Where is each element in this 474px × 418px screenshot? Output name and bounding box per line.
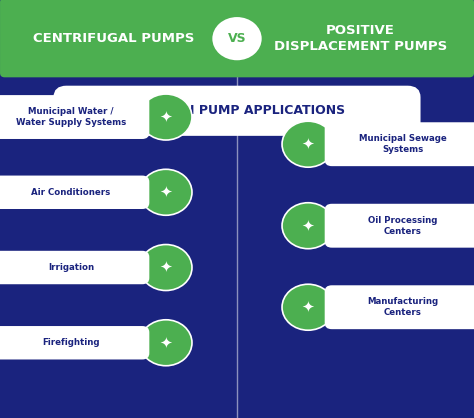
Text: Firefighting: Firefighting [42, 338, 100, 347]
Text: Oil Processing
Centers: Oil Processing Centers [368, 216, 438, 236]
Text: ✦: ✦ [302, 218, 314, 233]
Text: CENTRIFUGAL PUMPS: CENTRIFUGAL PUMPS [33, 32, 194, 45]
Circle shape [140, 169, 192, 215]
Text: ✦: ✦ [160, 185, 172, 200]
Text: VS: VS [228, 32, 246, 45]
FancyBboxPatch shape [0, 0, 474, 77]
Text: POSITIVE
DISPLACEMENT PUMPS: POSITIVE DISPLACEMENT PUMPS [273, 24, 447, 53]
Text: ✦: ✦ [302, 300, 314, 315]
FancyBboxPatch shape [325, 204, 474, 247]
Circle shape [140, 245, 192, 291]
Circle shape [282, 203, 334, 249]
FancyBboxPatch shape [0, 326, 149, 359]
FancyBboxPatch shape [0, 176, 149, 209]
Text: ✦: ✦ [302, 137, 314, 152]
FancyBboxPatch shape [55, 87, 419, 135]
Text: ✦: ✦ [160, 260, 172, 275]
Text: Manufacturing
Centers: Manufacturing Centers [367, 297, 438, 317]
FancyBboxPatch shape [0, 251, 149, 284]
Text: Irrigation: Irrigation [48, 263, 94, 272]
Text: Municipal Water /
Water Supply Systems: Municipal Water / Water Supply Systems [16, 107, 126, 127]
FancyBboxPatch shape [325, 285, 474, 329]
Text: Municipal Sewage
Systems: Municipal Sewage Systems [359, 134, 447, 154]
Circle shape [282, 284, 334, 330]
Text: ✦: ✦ [160, 110, 172, 125]
Text: COMMON PUMP APPLICATIONS: COMMON PUMP APPLICATIONS [129, 104, 345, 117]
Circle shape [140, 94, 192, 140]
Text: ✦: ✦ [160, 335, 172, 350]
Circle shape [282, 121, 334, 167]
Text: Air Conditioners: Air Conditioners [31, 188, 111, 197]
Circle shape [140, 320, 192, 366]
Circle shape [211, 16, 263, 62]
FancyBboxPatch shape [0, 95, 149, 139]
FancyBboxPatch shape [325, 122, 474, 166]
